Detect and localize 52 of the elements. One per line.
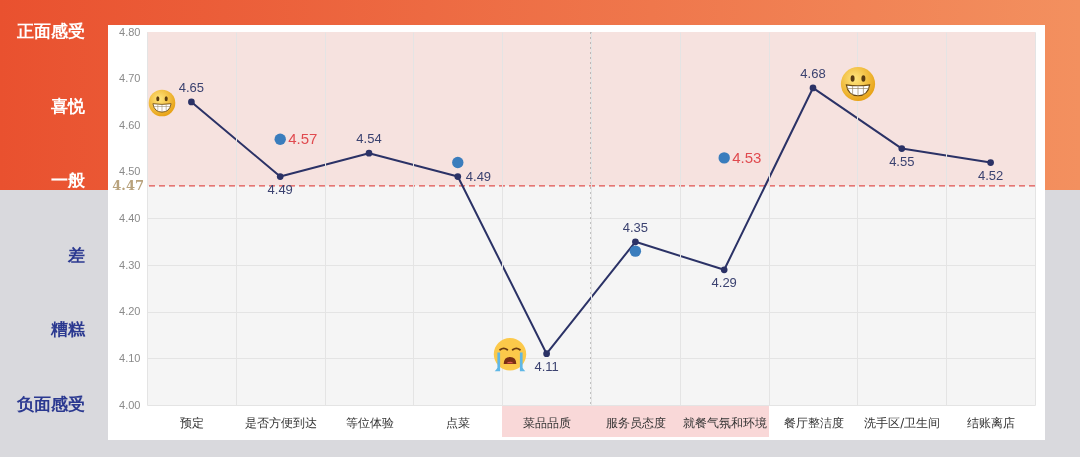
y-tick-label: 4.70: [119, 72, 141, 85]
y-tick-label: 4.60: [119, 118, 141, 131]
point: [809, 84, 817, 92]
data-label: 4.11: [534, 358, 559, 374]
x-tick-label: 预定: [179, 415, 204, 430]
point: [365, 149, 373, 157]
x-tick-label: 是否方便到达: [244, 415, 317, 430]
y-tick-label: 4.50: [119, 165, 141, 178]
ref-line-label: 4.47: [112, 177, 144, 193]
y-tick-label: 4.30: [119, 258, 141, 271]
data-label: 4.65: [178, 79, 205, 95]
data-label: 4.29: [711, 274, 737, 290]
x-tick-label: 菜品品质: [523, 415, 572, 430]
text: 糟糕: [50, 319, 86, 340]
point: [898, 145, 906, 152]
point: [987, 159, 994, 166]
text: 喜悦: [50, 95, 86, 116]
data-label: 4.35: [622, 219, 649, 235]
data-label: 4.52: [977, 167, 1004, 183]
y-tick-label: 4.10: [119, 351, 141, 364]
point: [718, 152, 730, 164]
y-tick-label: 4.80: [119, 25, 141, 38]
y-tick-label: 4.40: [119, 212, 141, 224]
data-label: 4.53: [732, 148, 762, 166]
point: [629, 245, 642, 257]
data-label: 4.68: [800, 65, 826, 81]
x-tick-label: 服务员态度: [605, 415, 666, 430]
text: 负面感受: [16, 394, 85, 414]
point: [452, 156, 464, 169]
point: [543, 350, 550, 358]
x-tick-label: 等位体验: [345, 415, 394, 430]
y-tick-label: 4.20: [119, 305, 141, 318]
x-tick-label: 餐厅整洁度: [783, 415, 844, 430]
point: [632, 238, 639, 246]
point: [454, 173, 462, 180]
x-tick-label: 就餐气氛和环境: [682, 415, 767, 430]
point: [274, 133, 286, 145]
data-label: 4.54: [356, 131, 382, 147]
text: 正面感受: [16, 21, 85, 41]
x-tick-label: 洗手区/卫生间: [864, 415, 941, 430]
data-label: 4.49: [267, 181, 293, 197]
data-label: 4.55: [889, 153, 915, 169]
point: [276, 173, 284, 180]
x-tick-label: 结账离店: [967, 415, 1016, 430]
point: [188, 98, 195, 106]
text: 差: [67, 244, 85, 265]
point: [720, 266, 728, 274]
y-tick-label: 4.00: [119, 398, 141, 411]
data-label: 4.49: [465, 168, 492, 184]
x-tick-label: 点菜: [446, 415, 471, 430]
data-label: 4.57: [288, 130, 318, 148]
text: 一般: [51, 170, 86, 191]
